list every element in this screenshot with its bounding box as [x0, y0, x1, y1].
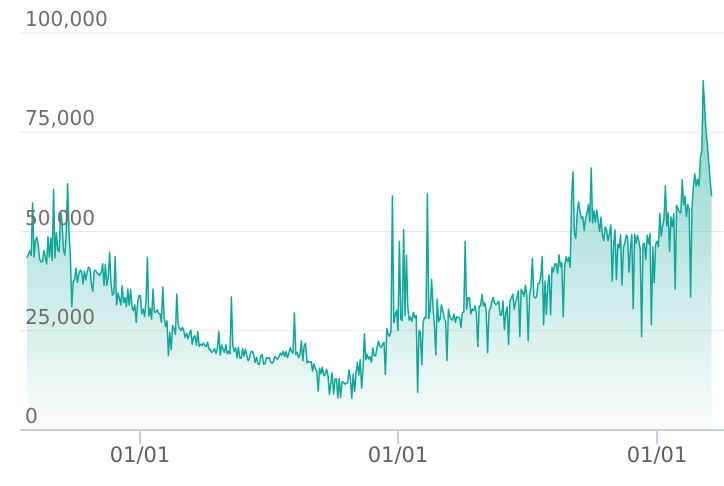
y-axis-label: 100,000 [25, 7, 108, 31]
series-line [26, 79, 713, 399]
x-axis-label: 01/01 [109, 443, 171, 467]
y-axis-label: 25,000 [25, 304, 95, 329]
x-axis-label: 01/01 [367, 443, 429, 467]
x-axis-label: 01/01 [626, 443, 688, 467]
area-fill [27, 80, 712, 430]
y-axis-label: 50,000 [25, 205, 95, 230]
x-axis-ticks [139, 430, 658, 444]
y-axis-label: 0 [25, 404, 38, 428]
y-axis-label: 75,000 [25, 106, 95, 131]
